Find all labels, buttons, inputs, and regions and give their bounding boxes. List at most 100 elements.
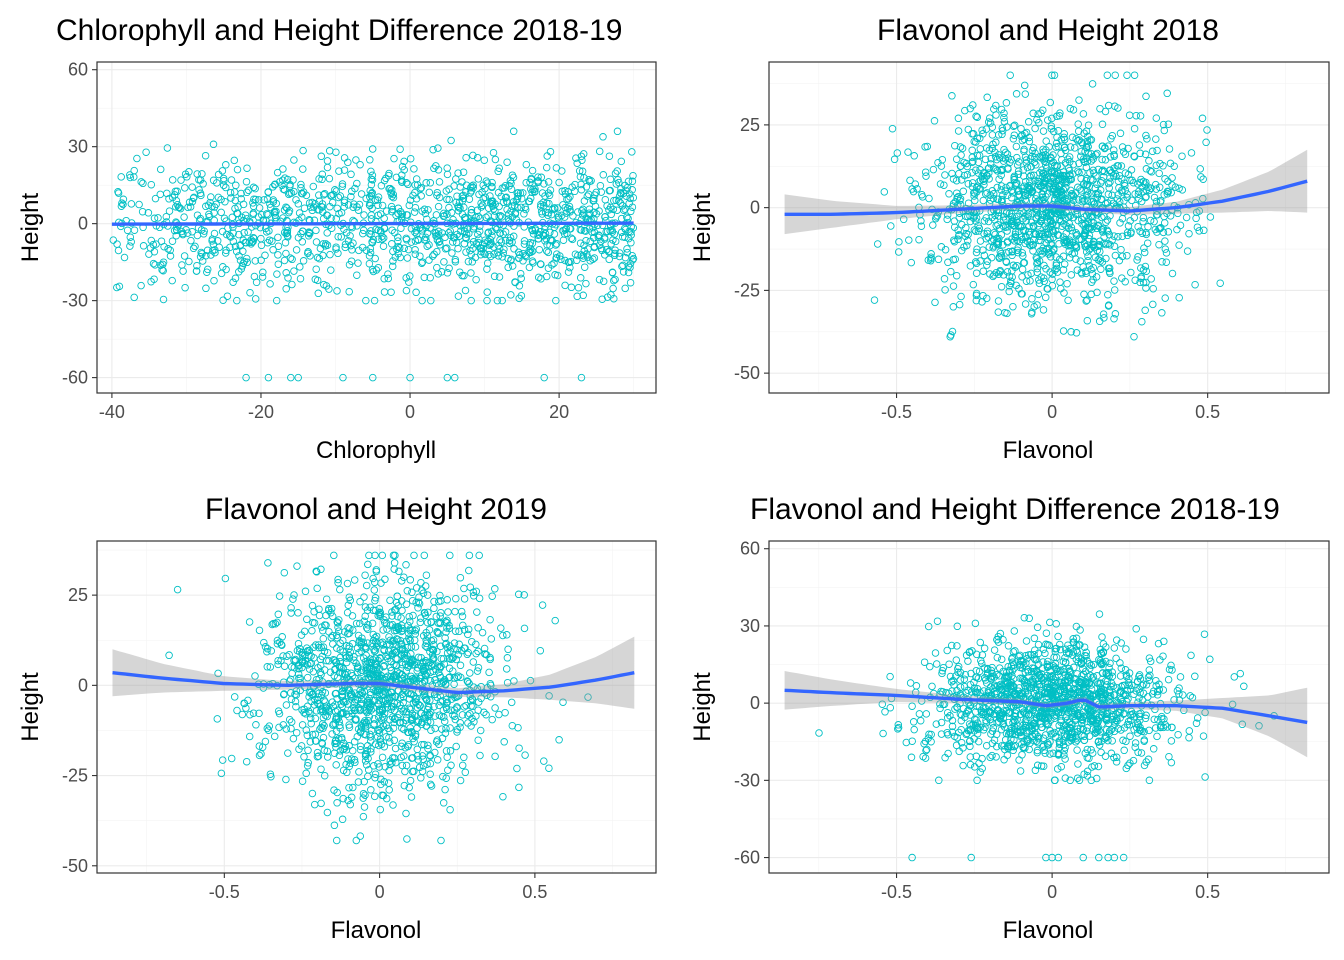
data-point	[894, 725, 902, 733]
data-point	[357, 727, 365, 735]
data-point	[432, 162, 440, 170]
data-point	[202, 202, 210, 211]
data-point	[245, 618, 254, 626]
data-point	[333, 673, 342, 681]
data-point	[186, 203, 195, 211]
data-point	[347, 192, 355, 201]
data-point	[426, 677, 435, 685]
data-point	[217, 269, 226, 278]
data-point	[371, 594, 380, 602]
data-point	[1203, 126, 1211, 134]
data-point	[456, 776, 465, 785]
data-point	[315, 191, 323, 199]
data-point	[349, 693, 357, 702]
points-layer	[165, 551, 592, 845]
data-point	[1089, 673, 1098, 681]
data-point	[995, 175, 1003, 183]
y-axis-label: Height	[17, 192, 44, 262]
data-point	[1115, 198, 1124, 206]
data-point	[427, 782, 436, 790]
data-point	[404, 728, 413, 737]
data-point	[352, 156, 360, 164]
data-point	[387, 189, 396, 198]
data-point	[1031, 153, 1039, 162]
data-point	[1082, 181, 1090, 190]
data-point	[1073, 746, 1081, 754]
data-point	[359, 794, 367, 802]
data-point	[244, 228, 252, 236]
data-point	[409, 675, 417, 683]
data-point	[1137, 197, 1146, 206]
data-point	[505, 239, 514, 247]
data-point	[611, 275, 619, 284]
data-point	[1149, 300, 1157, 309]
data-point	[410, 737, 418, 746]
data-point	[413, 745, 422, 754]
data-point	[195, 186, 203, 194]
data-point	[999, 222, 1008, 230]
data-point	[1106, 269, 1114, 278]
data-point	[1175, 241, 1183, 249]
data-point	[418, 296, 426, 305]
data-point	[379, 697, 387, 706]
outlier-point	[242, 373, 250, 382]
data-point	[390, 559, 399, 567]
data-point	[577, 185, 586, 194]
data-point	[305, 652, 313, 660]
data-point	[328, 631, 337, 640]
data-point	[987, 666, 995, 675]
data-point	[1130, 124, 1139, 133]
data-point	[917, 222, 926, 230]
data-point	[347, 170, 355, 179]
data-point	[1056, 181, 1064, 189]
data-point	[1159, 120, 1168, 129]
data-point	[507, 698, 516, 707]
data-point	[1002, 258, 1011, 266]
data-point	[501, 236, 510, 245]
data-point	[1048, 71, 1056, 79]
data-point	[502, 665, 511, 673]
data-point	[1027, 171, 1035, 180]
data-point	[1032, 161, 1040, 169]
data-point	[1106, 178, 1114, 186]
data-point	[382, 619, 391, 627]
data-point	[350, 698, 359, 707]
data-point	[474, 663, 483, 672]
data-point	[362, 750, 370, 759]
data-point	[932, 213, 941, 221]
data-point	[332, 644, 341, 652]
data-point	[180, 252, 189, 260]
data-point	[213, 715, 222, 723]
data-point	[1079, 155, 1088, 163]
data-point	[325, 174, 334, 183]
data-point	[608, 228, 617, 236]
data-point	[332, 836, 341, 845]
data-point	[367, 745, 375, 753]
data-point	[613, 167, 621, 175]
data-point	[1107, 134, 1115, 143]
data-point	[1092, 151, 1100, 159]
data-point	[409, 611, 417, 620]
data-point	[968, 168, 976, 177]
data-point	[1110, 152, 1119, 160]
outlier-point	[577, 373, 586, 382]
data-point	[376, 610, 384, 619]
data-point	[364, 621, 372, 629]
data-point	[1126, 732, 1134, 740]
data-point	[609, 284, 617, 293]
data-point	[1062, 171, 1070, 180]
data-point	[447, 136, 455, 145]
data-point	[370, 586, 379, 594]
data-point	[1145, 676, 1153, 685]
data-point	[388, 650, 396, 659]
data-point	[1043, 116, 1052, 124]
data-point	[357, 695, 366, 704]
data-point	[368, 171, 377, 180]
data-point	[1152, 211, 1161, 219]
data-point	[382, 207, 391, 215]
data-point	[888, 124, 897, 133]
data-point	[409, 656, 417, 665]
data-point	[984, 217, 993, 226]
data-point	[968, 146, 976, 155]
